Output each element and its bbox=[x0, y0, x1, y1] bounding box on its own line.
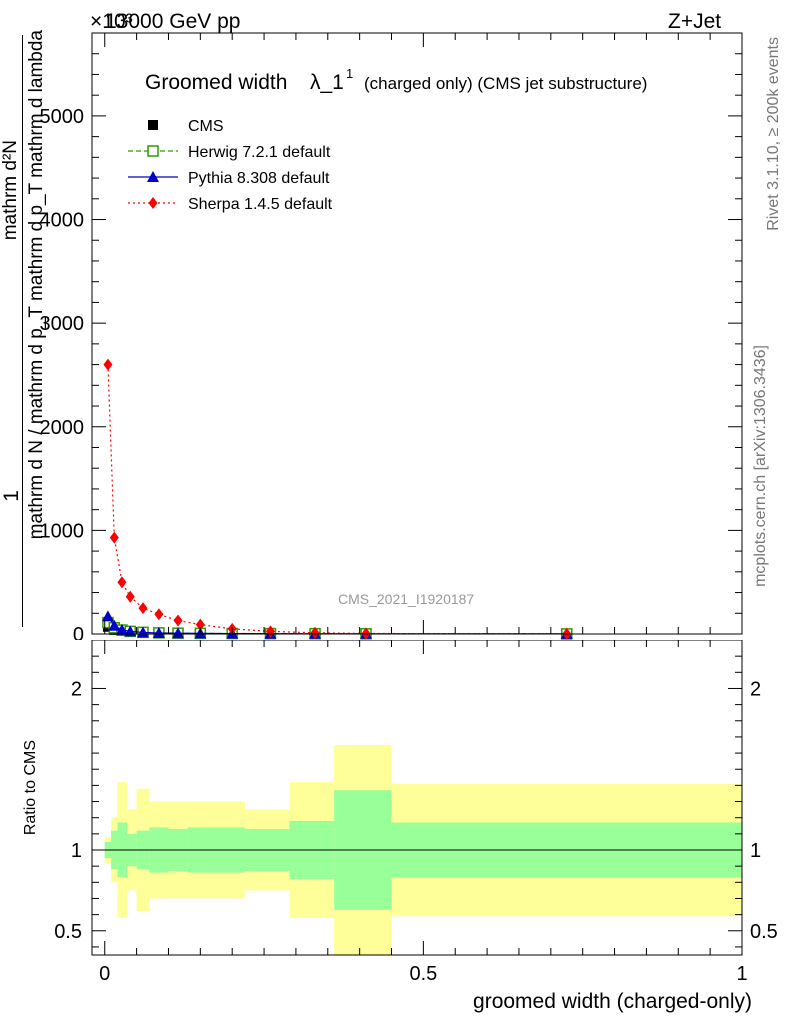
sherpa-point bbox=[154, 608, 164, 621]
main-ylabel-rule bbox=[22, 35, 23, 627]
ratio-band-group bbox=[104, 745, 742, 955]
y-exponent-label: ×10³ bbox=[90, 10, 133, 33]
pythia-point bbox=[147, 171, 159, 182]
herwig-point bbox=[147, 145, 159, 157]
sherpa-point bbox=[138, 602, 148, 615]
ratio-axes: 0.5 0.51 12 20 0.5 1 bbox=[54, 640, 778, 985]
main-ytick-label: 0 bbox=[73, 624, 84, 640]
main-series-group bbox=[101, 358, 573, 640]
chart-title-symbol: λ_1 bbox=[310, 71, 344, 94]
sherpa-point bbox=[117, 576, 127, 589]
chart-subtitle: (charged only) (CMS jet substructure) bbox=[364, 74, 647, 93]
ratio-ytick-label-left: 2 bbox=[71, 678, 82, 700]
chart-title-superscript: 1 bbox=[346, 66, 353, 81]
pythia-point bbox=[101, 610, 114, 622]
legend-pythia-label: Pythia 8.308 default bbox=[188, 170, 330, 187]
legend-herwig-label: Herwig 7.2.1 default bbox=[188, 144, 331, 161]
main-ytick-label: 3000 bbox=[40, 313, 85, 335]
legend-cms-label: CMS bbox=[188, 118, 224, 135]
ratio-xtick-label: 0 bbox=[99, 963, 110, 985]
ratio-frame bbox=[91, 640, 743, 956]
ratio-ytick-label-right: 2 bbox=[750, 678, 761, 700]
pythia-point bbox=[172, 627, 185, 639]
sherpa-point bbox=[148, 197, 158, 209]
main-ytick-label: 2000 bbox=[40, 417, 85, 439]
legend: CMS Herwig 7.2.1 default Pythia 8.308 defa… bbox=[128, 118, 333, 213]
sherpa-point bbox=[361, 627, 371, 640]
sherpa-point bbox=[195, 618, 205, 631]
ratio-ytick-label-right: 0.5 bbox=[750, 921, 778, 943]
pythia-point bbox=[115, 623, 128, 635]
header-process-label: Z+Jet bbox=[668, 10, 722, 33]
pythia-point bbox=[152, 626, 165, 638]
ratio-chart: 0.5 0.51 12 20 0.5 1 groomed width (charged-o… bbox=[54, 640, 778, 1013]
x-axis-label: groomed width (charged-only) bbox=[473, 990, 752, 1013]
sherpa-point bbox=[125, 590, 135, 603]
main-ytick-label: 5000 bbox=[40, 106, 85, 128]
ratio-ytick-label-left: 0.5 bbox=[54, 921, 82, 943]
sherpa-point bbox=[109, 531, 119, 544]
cms-point bbox=[148, 120, 158, 130]
chart-title: Groomed width bbox=[145, 71, 287, 94]
chart-watermark: CMS_2021_I1920187 bbox=[338, 591, 474, 607]
ratio-xtick-label: 1 bbox=[736, 963, 747, 985]
sherpa-point bbox=[310, 626, 320, 639]
ratio-ytick-label-right: 1 bbox=[750, 840, 761, 862]
main-frame bbox=[91, 32, 743, 635]
ratio-ytick-label-left: 1 bbox=[71, 840, 82, 862]
pythia-point bbox=[136, 626, 149, 638]
ratio-xtick-label: 0.5 bbox=[409, 963, 437, 985]
main-ytick-label: 1000 bbox=[40, 520, 85, 542]
main-axes: 0 1000 2000 3000 4000 5000 bbox=[40, 32, 743, 640]
pythia-point bbox=[108, 619, 121, 631]
sherpa-point bbox=[103, 358, 113, 371]
main-ytick-label: 4000 bbox=[40, 210, 85, 232]
sherpa-point bbox=[173, 614, 183, 627]
legend-sherpa-label: Sherpa 1.4.5 default bbox=[188, 196, 333, 213]
header-energy-label: 13000 GeV pp bbox=[105, 10, 241, 33]
